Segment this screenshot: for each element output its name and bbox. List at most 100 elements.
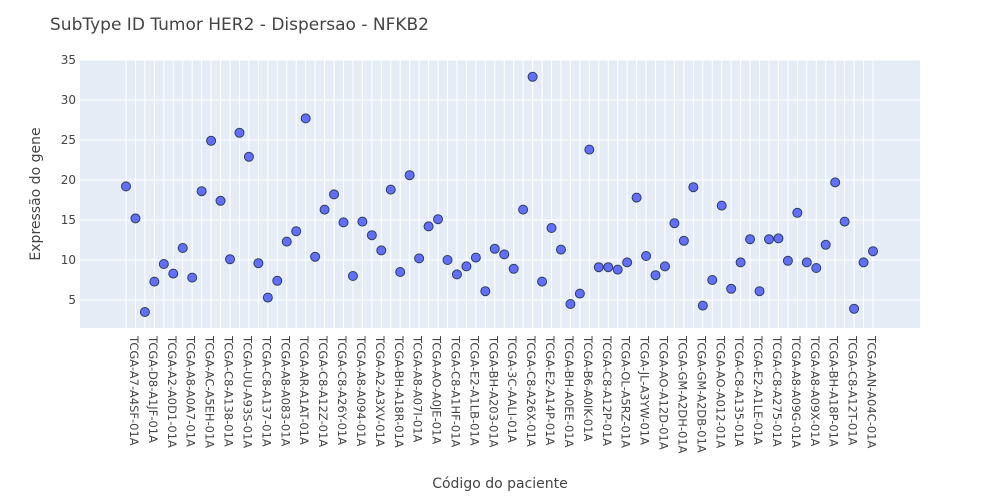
- data-point: [243, 151, 254, 162]
- data-point: [669, 218, 680, 229]
- gridlines: [80, 59, 920, 328]
- x-tick-label: TCGA-BH-A203-01A: [486, 335, 500, 448]
- x-tick-label: TCGA-C8-A137-01A: [259, 335, 273, 447]
- x-tick-label: TCGA-A8-A09X-01A: [808, 335, 822, 446]
- x-tick-label: TCGA-GM-A2DH-01A: [675, 335, 689, 454]
- y-tick-label: 25: [61, 133, 76, 147]
- data-point: [735, 257, 746, 268]
- data-point: [281, 236, 292, 247]
- data-point: [300, 113, 311, 124]
- data-point: [499, 249, 510, 260]
- x-tick-label: TCGA-C8-A12T-01A: [846, 335, 860, 446]
- data-point: [158, 259, 169, 269]
- data-point: [338, 217, 349, 228]
- data-point: [565, 299, 576, 309]
- data-point: [792, 207, 803, 218]
- x-tick-label: TCGA-C8-A12Z-01A: [316, 335, 330, 447]
- y-tick-label: 30: [61, 93, 76, 107]
- data-point: [480, 286, 491, 297]
- data-point: [376, 245, 387, 256]
- data-point: [508, 263, 519, 274]
- data-point: [196, 186, 207, 197]
- data-point: [830, 177, 841, 188]
- y-tick-label: 10: [61, 253, 76, 267]
- y-tick-label: 5: [68, 293, 76, 307]
- data-point: [782, 255, 793, 266]
- data-point: [329, 189, 340, 200]
- x-tick-label: TCGA-A2-A3XV-01A: [373, 335, 387, 447]
- data-point: [291, 226, 302, 237]
- x-tick-label: TCGA-C8-A138-01A: [222, 335, 236, 447]
- x-tick-label: TCGA-GM-A2DB-01A: [694, 335, 708, 453]
- x-tick-label: TCGA-AR-A1AT-01A: [297, 335, 311, 445]
- data-point: [631, 192, 642, 203]
- data-point: [347, 271, 358, 281]
- x-tick-label: TCGA-A8-A094-01A: [354, 335, 368, 446]
- x-tick-label: TCGA-JL-A3YW-01A: [638, 335, 652, 445]
- x-tick-label: TCGA-B6-A0IK-01A: [581, 335, 595, 441]
- data-point: [234, 127, 245, 138]
- chart-title: SubType ID Tumor HER2 - Dispersao - NFKB…: [50, 15, 429, 35]
- y-tick-label: 20: [61, 173, 76, 187]
- data-point: [858, 257, 869, 268]
- x-tick-label: TCGA-C8-A1HF-01A: [448, 335, 462, 448]
- x-tick-label: TCGA-AO-A12D-01A: [657, 335, 671, 450]
- x-tick-label: TCGA-A2-A0D1-01A: [165, 335, 179, 448]
- data-point: [130, 213, 141, 224]
- x-tick-label: TCGA-UU-A93S-01A: [240, 335, 254, 448]
- data-point: [593, 262, 604, 273]
- data-point: [121, 181, 131, 192]
- data-point: [489, 243, 500, 254]
- y-axis-title: Expressão do gene: [28, 127, 44, 260]
- data-point: [404, 170, 415, 181]
- data-point: [537, 276, 548, 287]
- data-point: [650, 270, 661, 281]
- data-point: [849, 303, 860, 314]
- data-point: [253, 258, 264, 269]
- x-tick-label: TCGA-A8-A083-01A: [278, 335, 292, 446]
- x-tick-label: TCGA-E2-A1LB-01A: [467, 335, 481, 446]
- y-tick-labels: 5 10 15 20 25 30 35: [61, 53, 76, 307]
- y-tick-label: 15: [61, 213, 76, 227]
- data-point: [716, 200, 727, 211]
- data-point: [149, 276, 160, 287]
- data-point: [546, 223, 557, 233]
- data-point: [187, 272, 198, 283]
- data-point: [262, 292, 273, 303]
- data-point: [357, 216, 368, 227]
- data-point: [622, 257, 633, 268]
- data-point: [433, 214, 444, 225]
- data-point: [773, 233, 784, 244]
- x-tick-label: TCGA-D8-A1JF-01A: [146, 335, 160, 443]
- data-point: [518, 204, 529, 215]
- data-point: [555, 244, 566, 255]
- x-tick-labels: TCGA-A7-A4SF-01A TCGA-D8-A1JF-01A TCGA-A2-…: [127, 335, 879, 454]
- y-tick-label: 35: [61, 53, 76, 67]
- data-point: [177, 243, 188, 253]
- data-point: [527, 71, 538, 82]
- data-point: [310, 251, 321, 262]
- data-point: [574, 288, 585, 299]
- x-tick-label: TCGA-AO-A0JE-01A: [430, 335, 444, 444]
- data-point: [820, 239, 831, 250]
- x-tick-label: TCGA-AN-A04C-01A: [865, 335, 879, 448]
- data-point: [811, 263, 822, 273]
- x-tick-label: TCGA-3C-AALI-01A: [505, 335, 519, 443]
- data-point: [414, 253, 425, 264]
- data-point: [451, 269, 462, 280]
- data-point: [225, 254, 236, 265]
- data-point: [423, 221, 434, 232]
- data-point: [215, 195, 226, 206]
- x-tick-label: TCGA-OL-A5RZ-01A: [619, 335, 633, 448]
- x-tick-label: TCGA-A7-A4SF-01A: [127, 335, 141, 446]
- data-point: [168, 268, 179, 279]
- x-tick-label: TCGA-A8-A07I-01A: [411, 335, 425, 443]
- data-point: [745, 234, 756, 245]
- data-point: [763, 234, 774, 245]
- data-point: [442, 255, 453, 265]
- x-tick-label: TCGA-A8-A0A7-01A: [184, 335, 198, 447]
- x-tick-label: TCGA-E2-A1LE-01A: [751, 335, 765, 445]
- data-point: [385, 184, 396, 195]
- data-point: [839, 216, 850, 227]
